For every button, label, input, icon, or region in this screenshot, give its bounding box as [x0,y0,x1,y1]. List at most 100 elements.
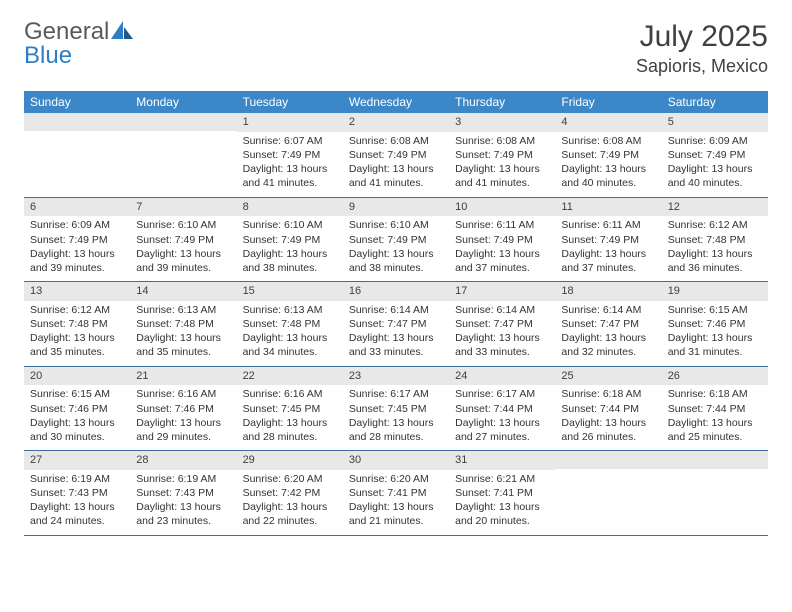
daylight-text: Daylight: 13 hours and 21 minutes. [349,500,443,528]
sunrise-text: Sunrise: 6:18 AM [561,387,655,401]
month-title: July 2025 [636,20,768,54]
day-cell [555,451,661,535]
sunrise-text: Sunrise: 6:17 AM [349,387,443,401]
day-number: 11 [555,198,661,217]
sunset-text: Sunset: 7:46 PM [30,402,124,416]
daylight-text: Daylight: 13 hours and 34 minutes. [243,331,337,359]
sunrise-text: Sunrise: 6:19 AM [30,472,124,486]
sunset-text: Sunset: 7:45 PM [349,402,443,416]
daylight-text: Daylight: 13 hours and 25 minutes. [668,416,762,444]
daylight-text: Daylight: 13 hours and 31 minutes. [668,331,762,359]
daylight-text: Daylight: 13 hours and 36 minutes. [668,247,762,275]
day-number: 7 [130,198,236,217]
day-cell: 16Sunrise: 6:14 AMSunset: 7:47 PMDayligh… [343,282,449,366]
day-number: 25 [555,367,661,386]
day-body: Sunrise: 6:08 AMSunset: 7:49 PMDaylight:… [449,132,555,197]
day-body: Sunrise: 6:17 AMSunset: 7:44 PMDaylight:… [449,385,555,450]
sunrise-text: Sunrise: 6:11 AM [561,218,655,232]
sunset-text: Sunset: 7:47 PM [561,317,655,331]
daylight-text: Daylight: 13 hours and 37 minutes. [561,247,655,275]
daylight-text: Daylight: 13 hours and 30 minutes. [30,416,124,444]
sunrise-text: Sunrise: 6:12 AM [668,218,762,232]
daylight-text: Daylight: 13 hours and 35 minutes. [30,331,124,359]
day-body: Sunrise: 6:10 AMSunset: 7:49 PMDaylight:… [343,216,449,281]
day-number: 4 [555,113,661,132]
daylight-text: Daylight: 13 hours and 41 minutes. [243,162,337,190]
day-cell [130,113,236,197]
day-cell: 7Sunrise: 6:10 AMSunset: 7:49 PMDaylight… [130,198,236,282]
day-body: Sunrise: 6:20 AMSunset: 7:41 PMDaylight:… [343,470,449,535]
sunset-text: Sunset: 7:43 PM [30,486,124,500]
sunset-text: Sunset: 7:49 PM [455,233,549,247]
daylight-text: Daylight: 13 hours and 26 minutes. [561,416,655,444]
day-body: Sunrise: 6:21 AMSunset: 7:41 PMDaylight:… [449,470,555,535]
daylight-text: Daylight: 13 hours and 20 minutes. [455,500,549,528]
sunset-text: Sunset: 7:47 PM [455,317,549,331]
day-number: 31 [449,451,555,470]
day-cell: 21Sunrise: 6:16 AMSunset: 7:46 PMDayligh… [130,367,236,451]
sunset-text: Sunset: 7:49 PM [136,233,230,247]
day-cell [662,451,768,535]
day-cell: 10Sunrise: 6:11 AMSunset: 7:49 PMDayligh… [449,198,555,282]
day-number: 26 [662,367,768,386]
day-number: 8 [237,198,343,217]
daylight-text: Daylight: 13 hours and 38 minutes. [349,247,443,275]
day-number: 24 [449,367,555,386]
day-body: Sunrise: 6:11 AMSunset: 7:49 PMDaylight:… [555,216,661,281]
sunset-text: Sunset: 7:49 PM [561,233,655,247]
weekday-header: Monday [130,91,236,113]
sunrise-text: Sunrise: 6:14 AM [455,303,549,317]
day-cell: 2Sunrise: 6:08 AMSunset: 7:49 PMDaylight… [343,113,449,197]
day-number: 30 [343,451,449,470]
sunset-text: Sunset: 7:44 PM [455,402,549,416]
daylight-text: Daylight: 13 hours and 33 minutes. [455,331,549,359]
daylight-text: Daylight: 13 hours and 32 minutes. [561,331,655,359]
day-body: Sunrise: 6:19 AMSunset: 7:43 PMDaylight:… [24,470,130,535]
day-body: Sunrise: 6:10 AMSunset: 7:49 PMDaylight:… [130,216,236,281]
daylight-text: Daylight: 13 hours and 41 minutes. [455,162,549,190]
day-number: 27 [24,451,130,470]
title-block: July 2025 Sapioris, Mexico [636,20,768,77]
day-cell: 23Sunrise: 6:17 AMSunset: 7:45 PMDayligh… [343,367,449,451]
day-cell: 15Sunrise: 6:13 AMSunset: 7:48 PMDayligh… [237,282,343,366]
week-row: 6Sunrise: 6:09 AMSunset: 7:49 PMDaylight… [24,198,768,283]
sunset-text: Sunset: 7:41 PM [349,486,443,500]
week-row: 1Sunrise: 6:07 AMSunset: 7:49 PMDaylight… [24,113,768,198]
sunrise-text: Sunrise: 6:11 AM [455,218,549,232]
day-cell: 6Sunrise: 6:09 AMSunset: 7:49 PMDaylight… [24,198,130,282]
sunrise-text: Sunrise: 6:17 AM [455,387,549,401]
day-cell: 18Sunrise: 6:14 AMSunset: 7:47 PMDayligh… [555,282,661,366]
day-body: Sunrise: 6:18 AMSunset: 7:44 PMDaylight:… [662,385,768,450]
day-number [662,451,768,469]
day-body: Sunrise: 6:14 AMSunset: 7:47 PMDaylight:… [343,301,449,366]
sunset-text: Sunset: 7:49 PM [243,233,337,247]
weekday-header: Friday [555,91,661,113]
weekday-header: Saturday [662,91,768,113]
day-number: 29 [237,451,343,470]
sunrise-text: Sunrise: 6:21 AM [455,472,549,486]
day-number [130,113,236,131]
weekday-header: Tuesday [237,91,343,113]
daylight-text: Daylight: 13 hours and 40 minutes. [668,162,762,190]
daylight-text: Daylight: 13 hours and 38 minutes. [243,247,337,275]
day-cell: 31Sunrise: 6:21 AMSunset: 7:41 PMDayligh… [449,451,555,535]
logo-text: General Blue [24,20,133,68]
day-cell: 12Sunrise: 6:12 AMSunset: 7:48 PMDayligh… [662,198,768,282]
sunset-text: Sunset: 7:43 PM [136,486,230,500]
sunset-text: Sunset: 7:41 PM [455,486,549,500]
sunset-text: Sunset: 7:49 PM [455,148,549,162]
daylight-text: Daylight: 13 hours and 28 minutes. [349,416,443,444]
day-number [555,451,661,469]
sunrise-text: Sunrise: 6:18 AM [668,387,762,401]
week-row: 20Sunrise: 6:15 AMSunset: 7:46 PMDayligh… [24,367,768,452]
sunrise-text: Sunrise: 6:14 AM [349,303,443,317]
sunset-text: Sunset: 7:46 PM [668,317,762,331]
daylight-text: Daylight: 13 hours and 24 minutes. [30,500,124,528]
day-cell: 1Sunrise: 6:07 AMSunset: 7:49 PMDaylight… [237,113,343,197]
sunrise-text: Sunrise: 6:15 AM [30,387,124,401]
day-body: Sunrise: 6:13 AMSunset: 7:48 PMDaylight:… [130,301,236,366]
day-cell: 25Sunrise: 6:18 AMSunset: 7:44 PMDayligh… [555,367,661,451]
day-number: 1 [237,113,343,132]
day-number: 16 [343,282,449,301]
daylight-text: Daylight: 13 hours and 41 minutes. [349,162,443,190]
